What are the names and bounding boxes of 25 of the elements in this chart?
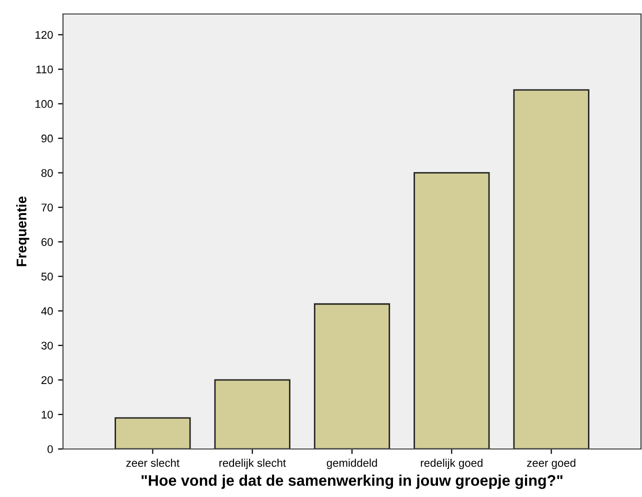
x-tick-label: gemiddeld (326, 458, 377, 470)
y-tick-label: 40 (41, 307, 53, 316)
x-axis-title: "Hoe vond je dat de samenwerking in jouw groepje ging?" (142, 474, 562, 489)
x-tick-label: redelijk goed (420, 458, 482, 470)
bar (314, 303, 390, 449)
bar (414, 172, 490, 449)
y-tick-label: 70 (41, 204, 53, 212)
y-tick-label: 20 (41, 376, 53, 384)
y-tick-label: 110 (36, 66, 53, 74)
y-tick-label: 10 (42, 410, 53, 419)
x-tick-label: zeer goed (527, 458, 576, 470)
y-tick-label: 90 (41, 134, 53, 142)
bar (214, 379, 290, 449)
y-tick-label: 60 (41, 238, 53, 246)
bar (114, 417, 191, 449)
bar (513, 89, 590, 449)
y-tick-label: 120 (36, 30, 53, 39)
y-tick-label: 80 (41, 169, 53, 177)
y-tick-label: 100 (36, 100, 53, 108)
y-tick-label: 50 (41, 272, 53, 281)
x-tick-label: redelijk slecht (219, 458, 286, 470)
y-axis-title: Frequentie (16, 196, 30, 266)
x-tick-label: zeer slecht (126, 458, 180, 467)
y-tick-label: 0 (48, 445, 53, 454)
y-tick-label: 30 (41, 342, 53, 350)
